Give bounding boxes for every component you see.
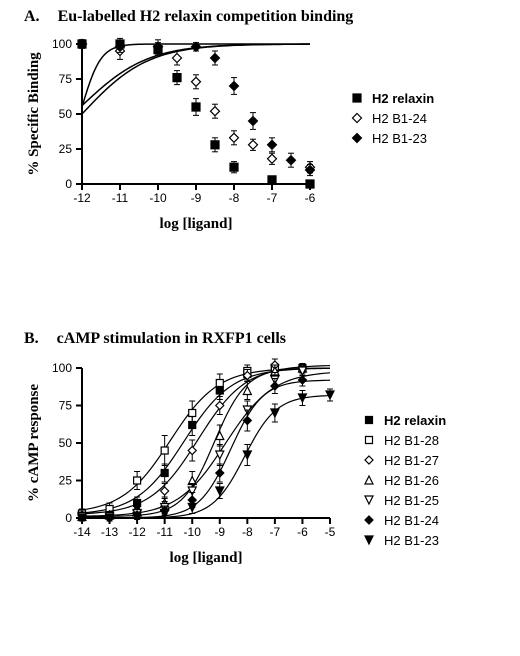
legend-label: H2 B1-25 [384, 493, 439, 508]
legend-label: H2 B1-23 [372, 131, 427, 146]
panelB-letter: B. [24, 330, 39, 347]
panelA-text: Eu-labelled H2 relaxin competition bindi… [58, 8, 354, 25]
svg-text:100: 100 [52, 361, 72, 375]
svg-text:-8: -8 [242, 525, 253, 539]
legend-item: H2 relaxin [360, 410, 446, 430]
svg-text:25: 25 [59, 142, 73, 156]
legend-item: H2 B1-24 [360, 510, 446, 530]
panelA-letter: A. [24, 8, 40, 25]
svg-text:-13: -13 [101, 525, 119, 539]
svg-text:0: 0 [65, 511, 72, 525]
legend-item: H2 B1-27 [360, 450, 446, 470]
svg-text:50: 50 [59, 436, 73, 450]
legend-label: H2 B1-28 [384, 433, 439, 448]
svg-text:75: 75 [59, 399, 73, 413]
page: { "panelA": { "letter": "A.", "title": "… [0, 0, 520, 656]
legend-item: H2 B1-23 [348, 128, 434, 148]
svg-text:-11: -11 [112, 191, 129, 205]
legend-label: H2 B1-23 [384, 533, 439, 548]
panelB-chart: -14 -13 -12 -11 -10 -9 -8 -7 -6 -5 0 25 50 75 100 log [… [20, 358, 340, 568]
svg-text:log [ligand]: log [ligand] [170, 550, 243, 566]
svg-text:-10: -10 [149, 191, 167, 205]
svg-text:-7: -7 [267, 191, 278, 205]
svg-text:0: 0 [65, 177, 72, 191]
svg-text:% cAMP response: % cAMP response [26, 384, 42, 502]
svg-text:100: 100 [52, 37, 72, 51]
legend-label: H2 relaxin [384, 413, 446, 428]
panelA-title: A. Eu-labelled H2 relaxin competition bi… [24, 8, 353, 26]
svg-text:-6: -6 [305, 191, 316, 205]
svg-text:-12: -12 [128, 525, 146, 539]
legend-item: H2 relaxin [348, 88, 434, 108]
svg-text:-10: -10 [184, 525, 202, 539]
svg-text:-14: -14 [73, 525, 91, 539]
legend-label: H2 B1-27 [384, 453, 439, 468]
svg-text:-9: -9 [191, 191, 202, 205]
panelB-text: cAMP stimulation in RXFP1 cells [57, 330, 286, 347]
svg-text:-5: -5 [325, 525, 336, 539]
svg-text:75: 75 [59, 72, 73, 86]
legend-item: H2 B1-25 [360, 490, 446, 510]
svg-text:% Specific Binding: % Specific Binding [26, 52, 42, 176]
legend-item: H2 B1-26 [360, 470, 446, 490]
legend-item: H2 B1-23 [360, 530, 446, 550]
svg-text:-9: -9 [214, 525, 225, 539]
legend-label: H2 relaxin [372, 91, 434, 106]
panelB-title: B. cAMP stimulation in RXFP1 cells [24, 330, 286, 348]
panelA-legend: H2 relaxin H2 B1-24 H2 B1-23 [348, 88, 434, 148]
svg-text:-12: -12 [73, 191, 91, 205]
svg-text:25: 25 [59, 474, 73, 488]
legend-item: H2 B1-24 [348, 108, 434, 128]
legend-label: H2 B1-24 [372, 111, 427, 126]
svg-text:-6: -6 [297, 525, 308, 539]
legend-label: H2 B1-26 [384, 473, 439, 488]
legend-label: H2 B1-24 [384, 513, 439, 528]
svg-text:-7: -7 [270, 525, 281, 539]
legend-item: H2 B1-28 [360, 430, 446, 450]
panelA-chart: -12 -11 -10 -9 -8 -7 -6 0 25 50 75 100 log [ligand]%… [20, 34, 320, 234]
svg-text:log [ligand]: log [ligand] [160, 216, 233, 232]
panelB-legend: H2 relaxin H2 B1-28 H2 B1-27 H2 B1-26 H2 B1-… [360, 410, 446, 550]
svg-text:50: 50 [59, 107, 73, 121]
svg-text:-11: -11 [156, 525, 173, 539]
svg-text:-8: -8 [229, 191, 240, 205]
